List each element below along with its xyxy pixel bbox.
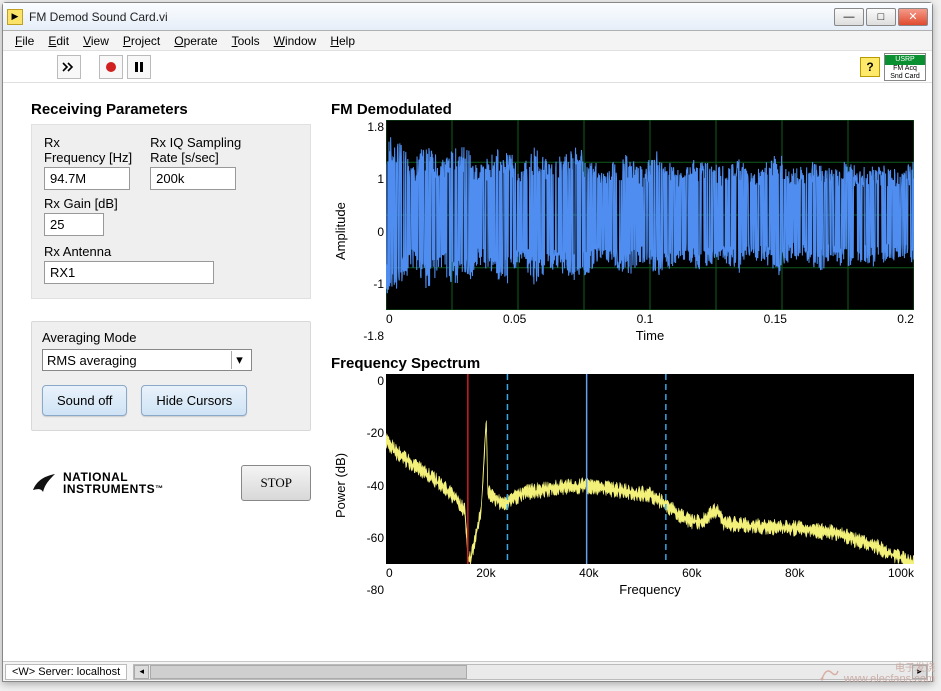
menu-edit[interactable]: Edit (42, 32, 75, 50)
rx-gain-input[interactable] (44, 213, 104, 236)
menubar: File Edit View Project Operate Tools Win… (3, 31, 932, 51)
close-button[interactable]: ✕ (898, 8, 928, 26)
rx-gain-label: Rx Gain [dB] (44, 196, 298, 211)
averaging-mode-select[interactable]: RMS averaging ▾ (42, 349, 252, 371)
menu-help[interactable]: Help (324, 32, 361, 50)
averaging-mode-value: RMS averaging (47, 353, 137, 368)
menu-window[interactable]: Window (268, 32, 323, 50)
rx-antenna-label: Rx Antenna (44, 244, 298, 259)
spectrum-chart-title: Frequency Spectrum (331, 355, 914, 372)
spectrum-yticks: 0-20-40-60-80 (350, 374, 384, 597)
ni-eagle-icon (31, 470, 57, 496)
menu-file[interactable]: File (9, 32, 40, 50)
fm-demod-xlabel: Time (386, 328, 914, 343)
menu-project[interactable]: Project (117, 32, 166, 50)
rx-antenna-input[interactable] (44, 261, 214, 284)
receiving-params-title: Receiving Parameters (31, 101, 311, 118)
run-continuous-button[interactable] (57, 55, 81, 79)
fm-demod-chart[interactable] (386, 120, 914, 310)
vi-file-icon: ▶ (7, 9, 23, 25)
averaging-panel: Averaging Mode RMS averaging ▾ Sound off… (31, 321, 311, 431)
fm-demod-xticks: 00.050.10.150.2 (386, 310, 914, 328)
stop-button[interactable]: STOP (241, 465, 311, 501)
fm-demod-chart-title: FM Demodulated (331, 101, 914, 118)
rx-iq-rate-label: Rx IQ SamplingRate [s/sec] (150, 135, 241, 165)
spectrum-chart[interactable] (386, 374, 914, 564)
fm-demod-yticks: 1.810-1-1.8 (350, 120, 384, 343)
spectrum-xticks: 020k40k60k80k100k (386, 564, 914, 582)
sound-off-button[interactable]: Sound off (42, 385, 127, 416)
usrp-connector-pane[interactable]: USRP FM Acq Snd Card (884, 53, 926, 81)
pause-button[interactable] (127, 55, 151, 79)
horizontal-scrollbar[interactable]: ◂ ▸ (133, 664, 928, 680)
menu-operate[interactable]: Operate (168, 32, 223, 50)
server-status: <W> Server: localhost (5, 664, 127, 680)
scroll-thumb[interactable] (150, 665, 467, 679)
scroll-left-icon[interactable]: ◂ (134, 665, 149, 679)
run-arrows-icon (62, 60, 76, 74)
fm-demod-ylabel: Amplitude (331, 120, 350, 343)
receiving-params-panel: RxFrequency [Hz] Rx IQ SamplingRate [s/s… (31, 124, 311, 299)
usrp-label: USRP (885, 55, 925, 65)
statusbar: <W> Server: localhost ◂ ▸ (3, 661, 932, 681)
ni-logo: NATIONALINSTRUMENTS™ (31, 470, 164, 496)
rx-frequency-label: RxFrequency [Hz] (44, 135, 132, 165)
dropdown-arrow-icon: ▾ (231, 351, 247, 369)
abort-button[interactable] (99, 55, 123, 79)
pause-icon (133, 61, 145, 73)
rx-iq-rate-input[interactable] (150, 167, 236, 190)
help-button[interactable]: ? (860, 57, 880, 77)
averaging-mode-label: Averaging Mode (42, 330, 300, 345)
rx-frequency-input[interactable] (44, 167, 130, 190)
app-window: ▶ FM Demod Sound Card.vi — □ ✕ File Edit… (2, 2, 933, 682)
minimize-button[interactable]: — (834, 8, 864, 26)
window-title: FM Demod Sound Card.vi (29, 10, 832, 24)
abort-icon (105, 61, 117, 73)
menu-view[interactable]: View (77, 32, 115, 50)
watermark: 电子发烧 www.elecfans.com (818, 663, 935, 685)
maximize-button[interactable]: □ (866, 8, 896, 26)
spectrum-xlabel: Frequency (386, 582, 914, 597)
menu-tools[interactable]: Tools (226, 32, 266, 50)
spectrum-ylabel: Power (dB) (331, 374, 350, 597)
titlebar: ▶ FM Demod Sound Card.vi — □ ✕ (3, 3, 932, 31)
toolbar: ? USRP FM Acq Snd Card (3, 51, 932, 83)
hide-cursors-button[interactable]: Hide Cursors (141, 385, 247, 416)
